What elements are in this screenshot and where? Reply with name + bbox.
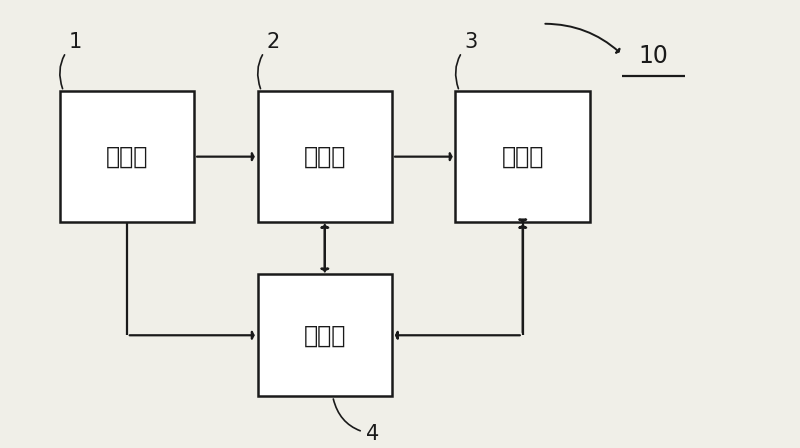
Bar xyxy=(258,274,392,396)
Text: 3: 3 xyxy=(456,32,478,89)
Text: 10: 10 xyxy=(638,44,668,69)
Text: 测量部: 测量部 xyxy=(106,145,148,168)
Bar xyxy=(59,91,194,222)
Text: 显示部: 显示部 xyxy=(502,145,544,168)
Text: 4: 4 xyxy=(334,399,379,444)
Text: 转换部: 转换部 xyxy=(304,145,346,168)
Text: 记录部: 记录部 xyxy=(304,323,346,347)
Text: 1: 1 xyxy=(60,32,82,89)
Text: 2: 2 xyxy=(258,32,280,89)
Bar xyxy=(455,91,590,222)
Bar xyxy=(258,91,392,222)
